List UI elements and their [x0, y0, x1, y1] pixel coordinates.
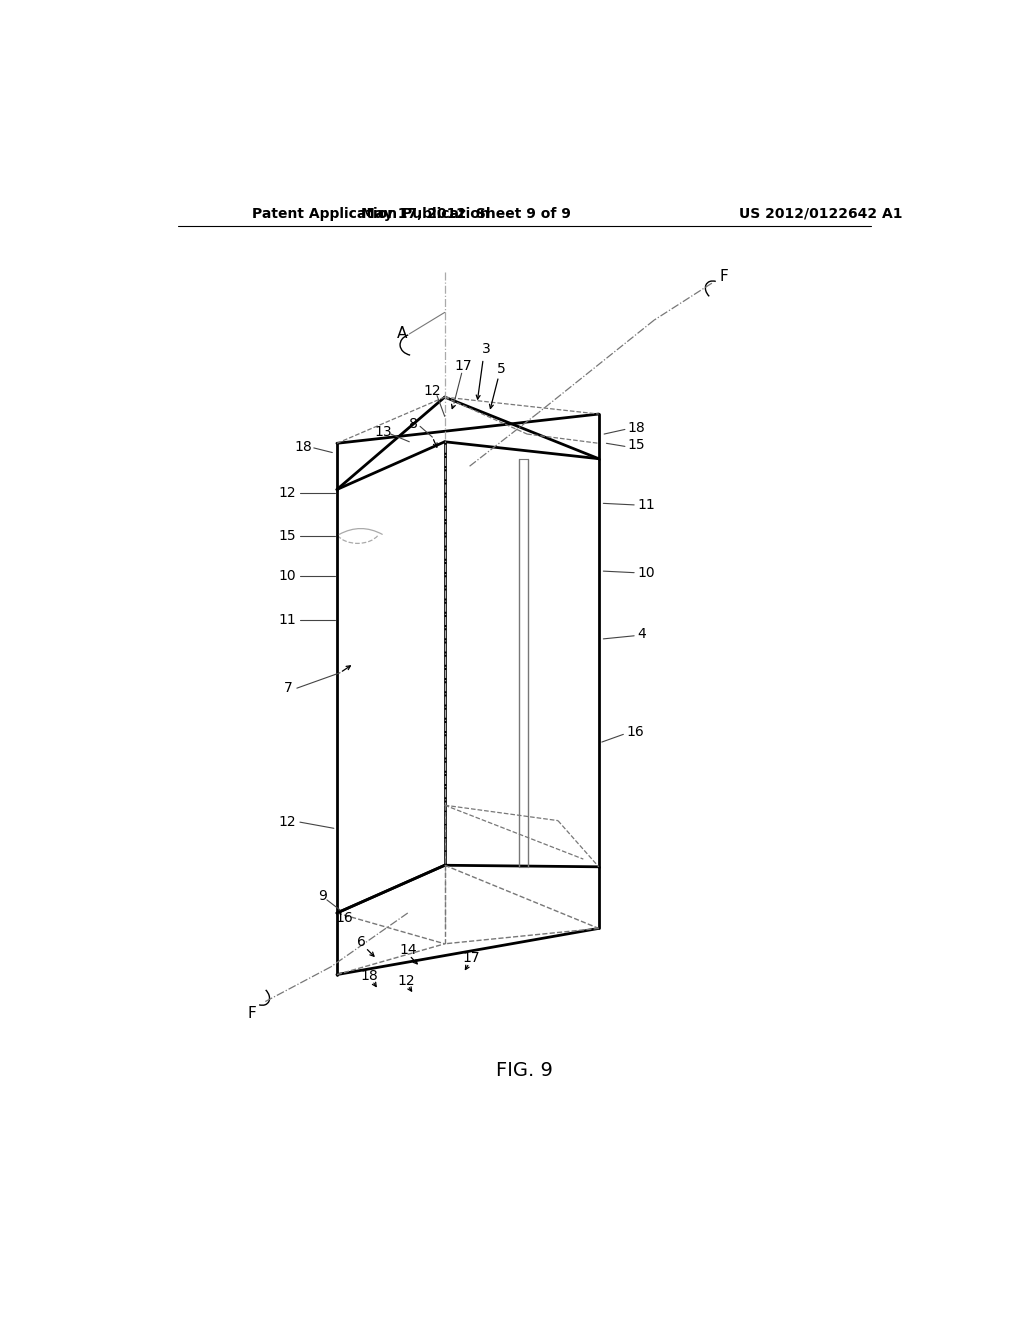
Text: 16: 16 — [336, 911, 353, 924]
Text: 11: 11 — [279, 614, 296, 627]
Text: F: F — [719, 269, 728, 285]
Text: 14: 14 — [399, 942, 417, 957]
Text: 12: 12 — [279, 486, 296, 500]
Text: 9: 9 — [318, 890, 328, 903]
Text: 18: 18 — [295, 440, 312, 454]
Text: 17: 17 — [462, 950, 479, 965]
Text: 15: 15 — [279, 529, 296, 543]
Text: 4: 4 — [637, 627, 646, 642]
Text: 11: 11 — [637, 498, 655, 512]
Text: 3: 3 — [482, 342, 490, 356]
Text: 15: 15 — [628, 438, 645, 451]
Text: Patent Application Publication: Patent Application Publication — [252, 207, 489, 220]
Text: 17: 17 — [455, 359, 472, 374]
Text: 16: 16 — [627, 725, 644, 739]
Text: 6: 6 — [357, 936, 366, 949]
Text: 13: 13 — [375, 425, 392, 438]
Text: 12: 12 — [424, 384, 441, 397]
Text: 12: 12 — [397, 974, 415, 987]
Text: 12: 12 — [279, 816, 296, 829]
Text: 10: 10 — [637, 566, 654, 579]
Text: FIG. 9: FIG. 9 — [497, 1061, 553, 1080]
Text: 5: 5 — [498, 363, 506, 376]
Text: A: A — [397, 326, 408, 342]
Text: 10: 10 — [279, 569, 296, 582]
Text: 18: 18 — [628, 421, 645, 434]
Text: F: F — [247, 1006, 256, 1020]
Text: May 17, 2012  Sheet 9 of 9: May 17, 2012 Sheet 9 of 9 — [360, 207, 570, 220]
Text: 18: 18 — [360, 969, 378, 983]
Text: 8: 8 — [410, 417, 419, 432]
Text: US 2012/0122642 A1: US 2012/0122642 A1 — [739, 207, 902, 220]
Text: 7: 7 — [284, 681, 292, 696]
